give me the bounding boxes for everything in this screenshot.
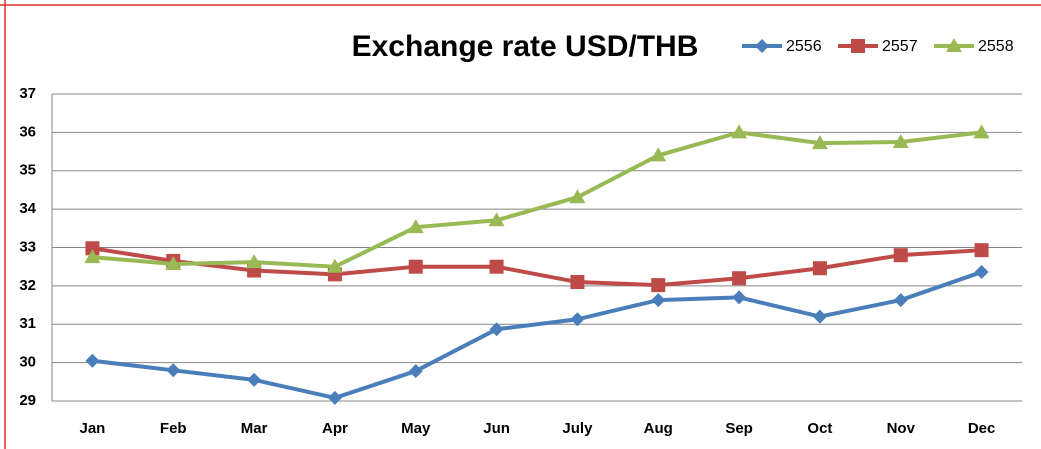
line: [92, 130, 982, 269]
point: [973, 124, 990, 139]
point: [651, 293, 666, 308]
legend-marker: [851, 39, 865, 53]
point: [651, 278, 666, 293]
point: [165, 256, 182, 271]
point: [489, 259, 504, 274]
chart-title: Exchange rate USD/THB: [352, 30, 699, 63]
point: [893, 293, 908, 308]
point: [974, 243, 989, 258]
legend-label: 2556: [786, 38, 822, 55]
x-tick-label: Sep: [725, 420, 753, 437]
point: [812, 261, 827, 276]
point: [247, 372, 262, 387]
x-tick-label: Jun: [483, 420, 510, 437]
x-tick-label: Dec: [968, 420, 996, 437]
y-tick-label: 33: [19, 238, 36, 255]
point: [327, 390, 342, 405]
point: [326, 258, 343, 273]
point: [246, 254, 263, 269]
point: [408, 259, 423, 274]
y-tick-label: 34: [19, 200, 36, 217]
point: [569, 189, 586, 204]
y-tick-label: 36: [19, 123, 36, 140]
point: [731, 124, 748, 139]
point: [166, 363, 181, 378]
point: [570, 275, 585, 290]
point: [650, 147, 667, 162]
point: [974, 265, 989, 280]
point: [812, 309, 827, 324]
point: [85, 353, 100, 368]
legend-label: 2557: [882, 38, 918, 55]
x-tick-label: Apr: [322, 420, 348, 437]
point: [732, 290, 747, 305]
x-tick-label: July: [562, 420, 593, 437]
point: [811, 135, 828, 150]
point: [892, 133, 909, 148]
point: [407, 219, 424, 234]
point: [732, 271, 747, 286]
x-tick-label: Mar: [241, 420, 268, 437]
x-tick-label: Oct: [807, 420, 832, 437]
x-tick-label: May: [401, 420, 431, 437]
point: [408, 364, 423, 379]
legend-marker: [946, 38, 962, 52]
x-tick-label: Aug: [644, 420, 673, 437]
y-tick-label: 31: [19, 315, 36, 332]
y-tick-label: 29: [19, 392, 36, 409]
y-tick-label: 35: [19, 162, 36, 179]
legend-label: 2558: [978, 38, 1014, 55]
y-tick-label: 37: [19, 85, 36, 102]
y-tick-label: 30: [19, 354, 36, 371]
point: [488, 212, 505, 227]
point: [570, 312, 585, 327]
point: [84, 249, 101, 264]
x-tick-label: Nov: [887, 420, 916, 437]
y-tick-label: 32: [19, 277, 36, 294]
x-tick-label: Jan: [79, 420, 105, 437]
line: [92, 246, 982, 288]
point: [85, 241, 100, 256]
line: [92, 270, 983, 401]
point: [893, 248, 908, 263]
x-tick-label: Feb: [160, 420, 187, 437]
point: [489, 322, 504, 337]
legend-marker: [755, 39, 769, 53]
